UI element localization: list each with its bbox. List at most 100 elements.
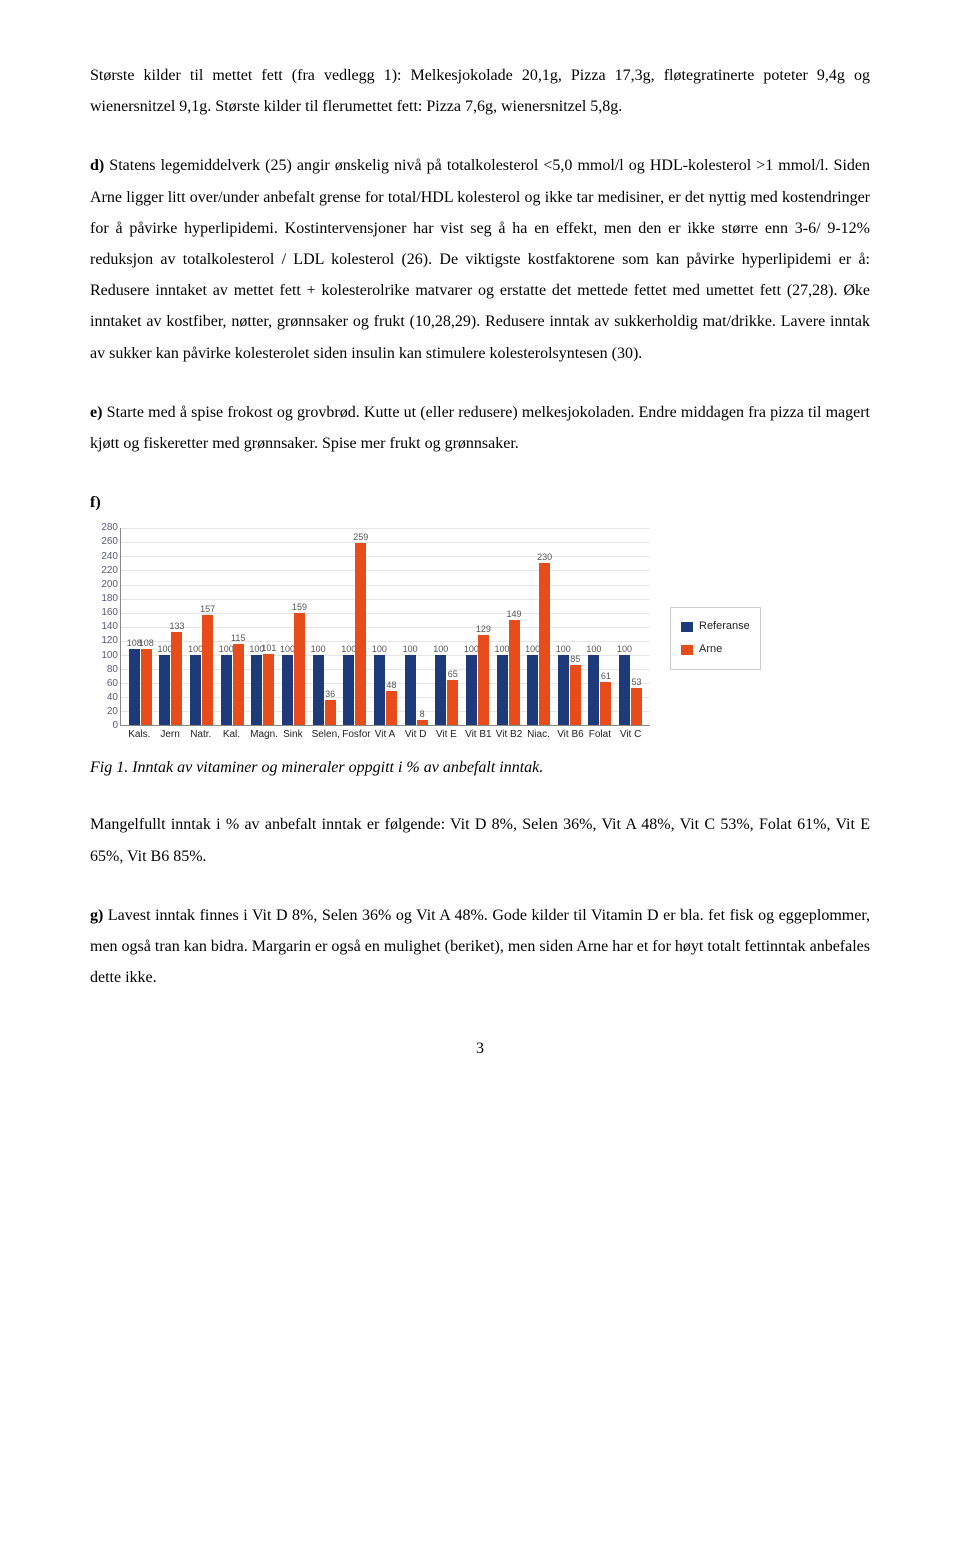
bar-value-label: 100: [525, 645, 540, 655]
bar-reference: 100: [527, 655, 538, 725]
bar-group: 10048: [374, 528, 397, 725]
bar-arne: 36: [325, 700, 336, 725]
bar-reference: 100: [405, 655, 416, 725]
bar-group: 100159: [282, 528, 305, 725]
bar-value-label: 100: [372, 645, 387, 655]
bar-arne: 85: [570, 665, 581, 725]
paragraph-g: g) Lavest inntak finnes i Vit D 8%, Sele…: [90, 900, 870, 994]
bar-value-label: 61: [601, 672, 611, 682]
bar-value-label: 100: [341, 645, 356, 655]
bar-group: 100101: [251, 528, 274, 725]
bar-reference: 100: [313, 655, 324, 725]
y-tick: 60: [107, 679, 118, 689]
y-tick: 20: [107, 707, 118, 717]
paragraph-e-body: Starte med å spise frokost og grovbrød. …: [90, 404, 870, 452]
x-label: Magn.: [250, 726, 274, 748]
bar-value-label: 100: [556, 645, 571, 655]
x-label: Vit A: [373, 726, 397, 748]
bar-reference: 100: [159, 655, 170, 725]
bar-value-label: 100: [494, 645, 509, 655]
bar-arne: 159: [294, 613, 305, 725]
x-label: Vit B1: [465, 726, 489, 748]
chart-container: 020406080100120140160180200220240260280 …: [90, 528, 870, 748]
bar-value-label: 157: [200, 605, 215, 615]
section-label-f: f): [90, 487, 870, 518]
paragraph-deficient: Mangelfullt inntak i % av anbefalt innta…: [90, 809, 870, 871]
y-tick: 0: [112, 721, 118, 731]
bar-arne: 259: [355, 543, 366, 725]
y-tick: 100: [101, 651, 118, 661]
bar-value-label: 100: [433, 645, 448, 655]
y-tick: 120: [101, 636, 118, 646]
legend-item: Referanse: [681, 616, 750, 637]
bar-arne: 149: [509, 620, 520, 725]
chart-legend: ReferanseArne: [670, 607, 761, 670]
paragraph-d-body: Statens legemiddelverk (25) angir ønskel…: [90, 157, 870, 361]
x-label: Vit C: [619, 726, 643, 748]
bar-arne: 61: [600, 682, 611, 725]
bar-value-label: 65: [448, 670, 458, 680]
bar-reference: 100: [558, 655, 569, 725]
figure-caption: Fig 1. Inntak av vitaminer og mineraler …: [90, 752, 870, 783]
bar-arne: 157: [202, 615, 213, 725]
bar-value-label: 100: [586, 645, 601, 655]
bar-arne: 133: [171, 632, 182, 726]
bar-value-label: 100: [464, 645, 479, 655]
x-label: Natr.: [189, 726, 213, 748]
legend-label: Referanse: [699, 616, 750, 637]
bar-arne: 53: [631, 688, 642, 725]
paragraph-d: d) Statens legemiddelverk (25) angir øns…: [90, 150, 870, 368]
bar-reference: 108: [129, 649, 140, 725]
bar-reference: 100: [497, 655, 508, 725]
bar-arne: 48: [386, 691, 397, 725]
paragraph-g-body: Lavest inntak finnes i Vit D 8%, Selen 3…: [90, 907, 870, 986]
y-tick: 200: [101, 580, 118, 590]
bar-value-label: 259: [353, 533, 368, 543]
legend-label: Arne: [699, 639, 722, 660]
y-tick: 80: [107, 665, 118, 675]
bar-reference: 100: [282, 655, 293, 725]
bar-arne: 115: [233, 644, 244, 725]
bar-group: 100157: [190, 528, 213, 725]
bar-arne: 65: [447, 680, 458, 726]
y-tick: 40: [107, 693, 118, 703]
bar-reference: 100: [435, 655, 446, 725]
bar-group: 10061: [588, 528, 611, 725]
bar-group: 1008: [405, 528, 428, 725]
bar-arne: 101: [263, 654, 274, 725]
bars-layer: 1081081001331001571001151001011001591003…: [121, 528, 650, 725]
bar-value-label: 85: [570, 655, 580, 665]
x-label: Niac.: [526, 726, 550, 748]
bar-reference: 100: [190, 655, 201, 725]
bar-value-label: 133: [169, 622, 184, 632]
x-label: Folat: [588, 726, 612, 748]
bar-arne: 230: [539, 563, 550, 725]
bar-value-label: 100: [188, 645, 203, 655]
bar-group: 100129: [466, 528, 489, 725]
bar-reference: 100: [343, 655, 354, 725]
y-tick: 140: [101, 622, 118, 632]
bar-arne: 8: [417, 720, 428, 726]
bar-group: 100133: [159, 528, 182, 725]
bar-value-label: 108: [139, 639, 154, 649]
x-label: Vit B6: [557, 726, 581, 748]
x-label: Selen,: [312, 726, 336, 748]
bar-group: 10065: [435, 528, 458, 725]
paragraph-e: e) Starte med å spise frokost og grovbrø…: [90, 397, 870, 459]
y-tick: 240: [101, 552, 118, 562]
bar-value-label: 100: [280, 645, 295, 655]
bar-group: 100115: [221, 528, 244, 725]
bar-group: 10085: [558, 528, 581, 725]
bar-group: 100230: [527, 528, 550, 725]
x-label: Fosfor: [342, 726, 366, 748]
bar-reference: 100: [588, 655, 599, 725]
bar-reference: 100: [466, 655, 477, 725]
x-label: Sink: [281, 726, 305, 748]
bar-value-label: 48: [386, 681, 396, 691]
y-tick: 160: [101, 608, 118, 618]
bar-value-label: 8: [420, 710, 425, 720]
bar-value-label: 100: [617, 645, 632, 655]
x-label: Vit E: [434, 726, 458, 748]
x-label: Kals.: [127, 726, 151, 748]
bar-reference: 100: [374, 655, 385, 725]
